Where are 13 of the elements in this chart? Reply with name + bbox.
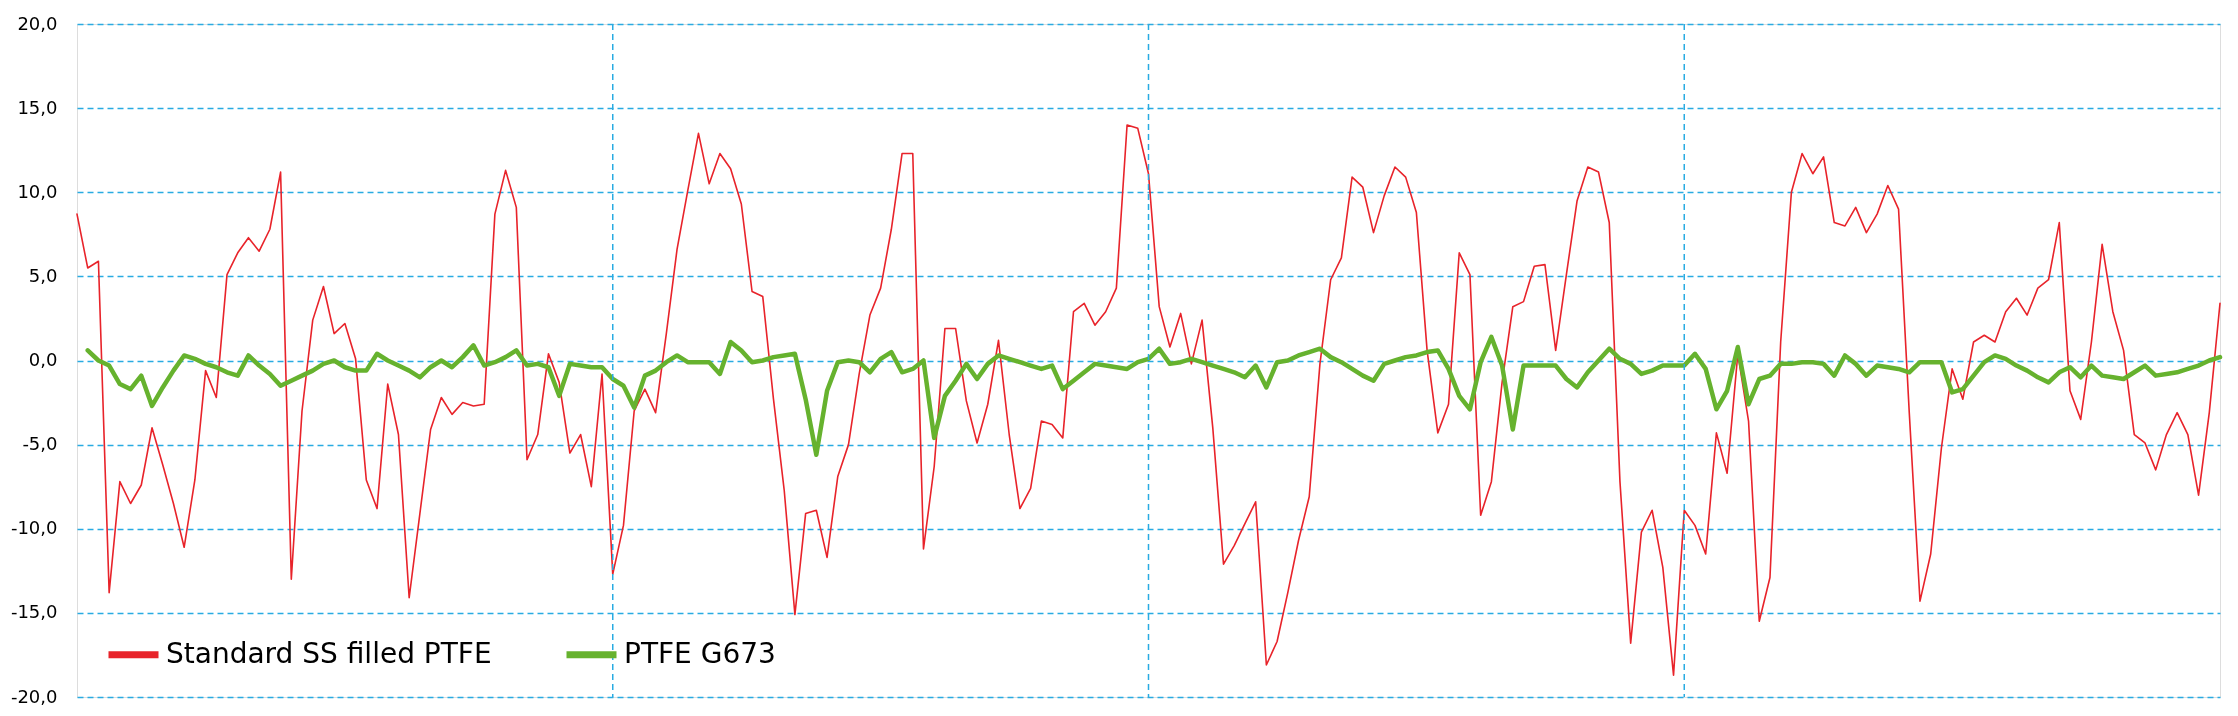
y-tick-label: -15,0 (10, 601, 58, 623)
legend-label: Standard SS filled PTFE (166, 636, 492, 670)
y-tick-label: -20,0 (10, 685, 58, 707)
y-tick-label: -5,0 (22, 433, 58, 455)
y-tick-label: 0,0 (28, 349, 58, 370)
y-tick-label: -10,0 (10, 517, 58, 539)
y-tick-label: 10,0 (17, 180, 58, 202)
y-tick-label: 20,0 (17, 12, 58, 34)
y-tick-label: 5,0 (28, 264, 58, 286)
legend-label: PTFE G673 (624, 636, 776, 670)
line-series (85, 334, 2223, 457)
y-tick-label: 15,0 (17, 96, 58, 118)
line-series (76, 124, 2221, 676)
